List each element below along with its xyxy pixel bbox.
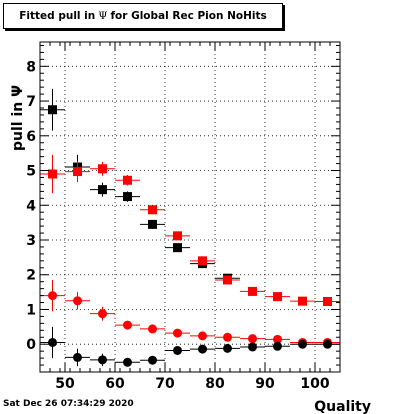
axis-layer: 50 60 70 80 90 100 0 1 2 3 4 5 6 7 8 (26, 42, 341, 392)
data-point-square (198, 256, 207, 266)
y-tick-label: 0 (26, 337, 36, 353)
data-point-circle (148, 355, 157, 365)
x-tick-label: 80 (205, 376, 225, 392)
data-point-circle (198, 331, 207, 341)
data-point-circle (223, 343, 232, 353)
y-tick-label: 1 (26, 302, 36, 318)
data-point-square (248, 286, 257, 296)
data-point-circle (123, 357, 132, 367)
y-tick-label: 5 (26, 164, 36, 180)
data-point-square (148, 219, 157, 229)
data-point-square (323, 296, 332, 306)
plot-frame (39, 41, 341, 373)
data-point-square (48, 105, 57, 115)
x-tick-label: 90 (255, 376, 275, 392)
x-tick-label: 100 (300, 376, 329, 392)
data-point-circle (273, 341, 282, 351)
data-point-square (98, 185, 107, 195)
data-point-square (123, 175, 132, 185)
data-point-circle (48, 291, 57, 301)
title-suffix: for Global Rec Pion NoHits (110, 10, 267, 22)
chart-title: Fitted pull in Ψ for Global Rec Pion NoH… (3, 3, 283, 29)
y-tick-label: 8 (26, 59, 36, 75)
data-point-circle (273, 334, 282, 344)
data-point-circle (98, 355, 107, 365)
data-point-circle (123, 320, 132, 330)
x-axis-label: Quality (314, 399, 371, 414)
data-point-circle (198, 344, 207, 354)
y-axis-label: pull in Ψ (10, 85, 26, 151)
data-point-circle (73, 296, 82, 306)
data-point-square (48, 169, 57, 179)
data-point-circle (298, 339, 307, 349)
series-layer (40, 88, 340, 367)
y-tick-label: 7 (26, 94, 36, 110)
data-point-square (98, 164, 107, 174)
data-point-circle (73, 352, 82, 362)
data-point-square (148, 205, 157, 215)
x-tick-label: 60 (105, 376, 125, 392)
data-point-circle (223, 332, 232, 342)
y-tick-label: 6 (26, 129, 36, 145)
data-point-square (223, 275, 232, 285)
data-point-circle (173, 345, 182, 355)
data-point-square (173, 243, 182, 253)
data-point-square (173, 231, 182, 241)
title-prefix: Fitted pull in (19, 10, 96, 22)
data-point-circle (98, 309, 107, 319)
data-point-circle (248, 334, 257, 344)
y-tick-label: 4 (26, 198, 36, 214)
y-tick-label: 2 (26, 268, 36, 284)
data-point-circle (148, 324, 157, 334)
data-point-circle (323, 339, 332, 349)
data-point-square (73, 167, 82, 177)
data-point-circle (248, 342, 257, 352)
title-psi-symbol: Ψ (98, 10, 108, 22)
data-point-square (273, 292, 282, 302)
data-point-circle (48, 337, 57, 347)
timestamp: Sat Dec 26 07:34:29 2020 (3, 399, 134, 409)
data-point-square (298, 296, 307, 306)
y-tick-label: 3 (26, 233, 36, 249)
x-tick-label: 50 (55, 376, 75, 392)
data-point-circle (173, 328, 182, 338)
data-point-square (123, 192, 132, 202)
grid-layer (40, 42, 340, 372)
x-tick-label: 70 (155, 376, 175, 392)
